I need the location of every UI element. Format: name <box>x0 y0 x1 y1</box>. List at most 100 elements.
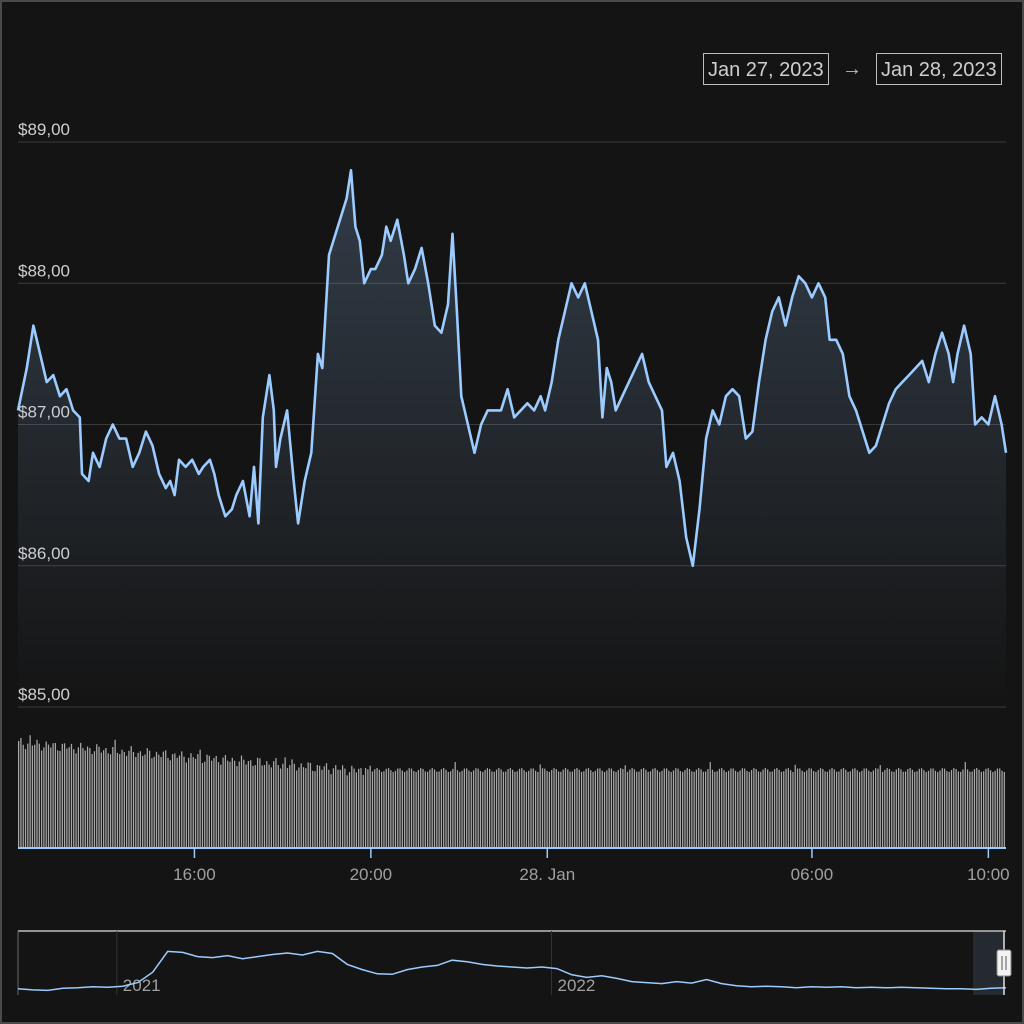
x-tick-label: 28. Jan <box>519 865 575 884</box>
volume-bar <box>567 769 569 847</box>
volume-bar <box>771 771 773 847</box>
navigator-year-label: 2022 <box>558 976 596 995</box>
volume-bar <box>580 771 583 847</box>
volume-bar <box>254 765 256 847</box>
x-axis-ticks: 16:00 20:00 28. Jan 06:00 10:00 <box>173 849 1010 884</box>
volume-bar <box>865 768 868 847</box>
volume-bar <box>937 772 939 847</box>
volume-bar <box>652 768 654 847</box>
volume-bar <box>636 771 638 847</box>
volume-bar <box>31 745 34 847</box>
volume-bar <box>507 769 509 847</box>
volume-bar <box>907 769 909 847</box>
volume-bar <box>840 769 842 847</box>
volume-bar <box>307 762 309 847</box>
volume-bar <box>553 768 555 847</box>
volume-bar <box>785 768 787 847</box>
volume-bar <box>898 768 900 847</box>
volume-bar <box>842 768 845 847</box>
volume-bar <box>289 765 291 847</box>
volume-bar <box>962 769 964 847</box>
volume-bar <box>408 768 410 847</box>
volume-bar <box>89 748 91 847</box>
volume-bar <box>43 747 45 847</box>
volume-bar <box>817 770 819 847</box>
volume-bar <box>397 768 399 847</box>
volume-bar <box>22 744 24 847</box>
volume-bar <box>144 754 146 847</box>
volume-bar <box>61 743 63 847</box>
x-tick-label: 10:00 <box>967 865 1010 884</box>
volume-bar <box>734 770 737 847</box>
volume-bar <box>592 772 594 847</box>
volume-bar <box>599 768 601 847</box>
volume-bar <box>870 772 872 847</box>
volume-bar <box>539 764 541 847</box>
volume-bar <box>34 744 36 847</box>
volume-bar <box>601 770 603 847</box>
volume-bar <box>893 771 895 847</box>
volume-bar <box>105 748 107 847</box>
volume-bar <box>123 751 125 847</box>
volume-bar <box>955 769 957 847</box>
range-from-input[interactable]: Jan 27, 2023 <box>703 53 829 85</box>
volume-bar <box>560 771 562 847</box>
volume-bar <box>987 768 989 847</box>
volume-bar <box>562 769 564 847</box>
volume-bar <box>404 772 406 847</box>
volume-bar <box>824 771 826 847</box>
navigator-year-label: 2021 <box>123 976 161 995</box>
volume-bar <box>201 763 204 847</box>
volume-bar <box>994 770 996 847</box>
volume-bar <box>875 768 877 847</box>
volume-bar <box>275 758 277 847</box>
volume-bar <box>227 760 229 847</box>
volume-bar <box>691 771 693 847</box>
volume-bar <box>541 768 544 847</box>
volume-bar <box>578 769 580 847</box>
range-to-input[interactable]: Jan 28, 2023 <box>876 53 1002 85</box>
volume-bar <box>24 749 27 847</box>
volume-bar <box>470 772 472 847</box>
volume-bar <box>148 750 151 847</box>
volume-bar <box>158 754 160 847</box>
volume-bar <box>829 769 831 847</box>
volume-bar <box>838 771 840 847</box>
volume-bar <box>739 770 741 847</box>
volume-bar <box>415 771 417 847</box>
volume-bar <box>59 751 61 847</box>
volume-bar <box>688 769 691 847</box>
volume-bar <box>532 768 534 847</box>
volume-bar <box>178 755 181 847</box>
volume-bar <box>792 772 794 847</box>
volume-bar <box>392 772 394 847</box>
volume-bar <box>985 768 987 847</box>
volume-bar <box>341 765 344 847</box>
volume-bar <box>197 754 199 847</box>
volume-bar <box>328 769 330 847</box>
navigator[interactable]: 2021 2022 <box>17 930 1012 995</box>
volume-bar <box>695 769 698 847</box>
volume-bar <box>670 772 672 847</box>
volume-bar <box>852 768 854 847</box>
volume-bar <box>854 768 856 847</box>
volume-bar <box>284 757 286 847</box>
x-tick-label: 20:00 <box>350 865 393 884</box>
volume-bar <box>220 764 222 847</box>
volume-bar <box>950 770 953 847</box>
volume-bar <box>525 772 528 847</box>
volume-bar <box>286 768 289 847</box>
volume-bar <box>973 769 976 847</box>
volume-bar <box>730 768 732 847</box>
volume-bar <box>767 769 769 847</box>
volume-bar <box>544 768 546 847</box>
navigator-handle[interactable] <box>996 949 1012 977</box>
volume-bar <box>475 768 477 847</box>
volume-bar <box>321 769 323 847</box>
volume-bar <box>996 768 999 847</box>
volume-bar <box>649 771 652 847</box>
volume-bar <box>920 768 923 847</box>
volume-bar <box>420 768 422 847</box>
volume-bar <box>339 769 341 847</box>
